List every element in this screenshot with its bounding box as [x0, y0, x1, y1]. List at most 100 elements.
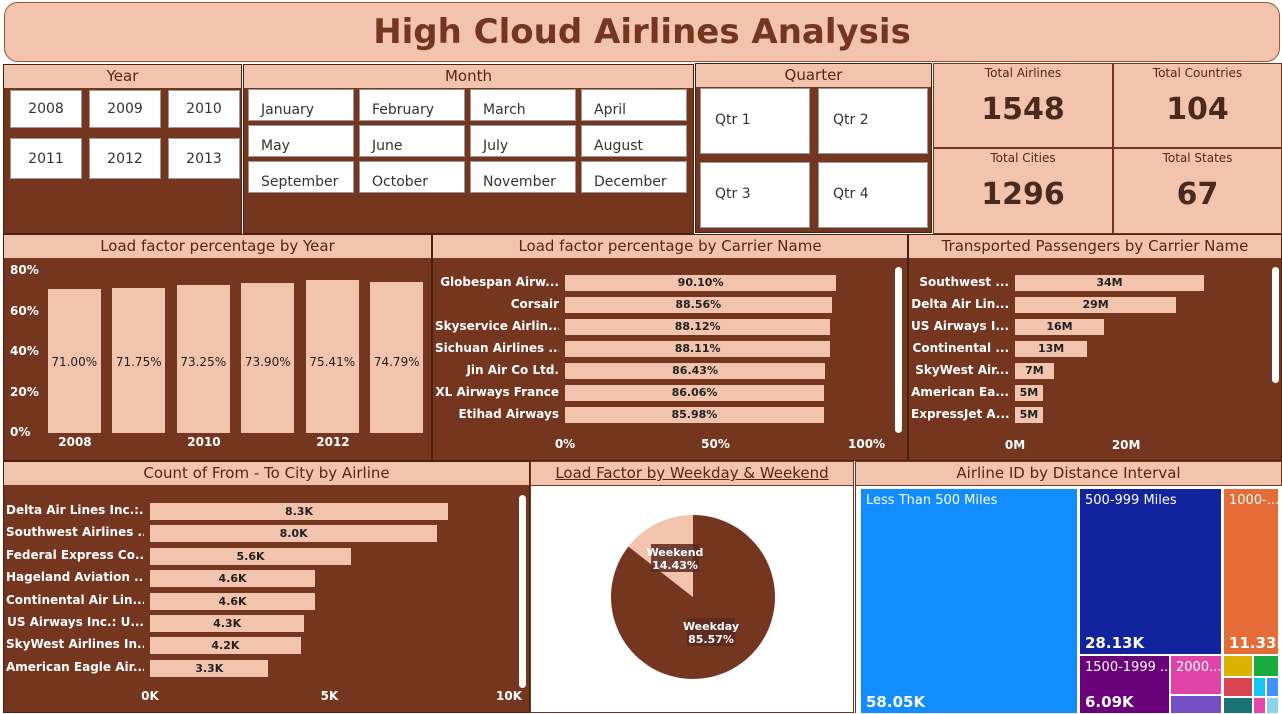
- treemap-cell-small[interactable]: [1223, 677, 1253, 697]
- y-axis-tick-label: 0%: [10, 425, 31, 439]
- year-bar[interactable]: [305, 280, 359, 433]
- treemap-area: Less Than 500 Miles 58.05K 500-999 Miles…: [856, 486, 1282, 714]
- month-option-september[interactable]: September: [248, 161, 354, 193]
- treemap-cell-small[interactable]: [1223, 655, 1253, 677]
- year-bar[interactable]: [370, 281, 424, 433]
- quarter-option-3[interactable]: Qtr 3: [700, 162, 810, 228]
- bar[interactable]: 5M: [1015, 407, 1043, 423]
- bar[interactable]: 4.3K: [150, 615, 305, 632]
- category-label: Etihad Airways: [458, 407, 559, 421]
- month-option-march[interactable]: March: [470, 89, 576, 121]
- month-option-june[interactable]: June: [359, 125, 465, 157]
- chart-scrollbar[interactable]: [895, 267, 902, 433]
- month-option-january[interactable]: January: [248, 89, 354, 121]
- bar[interactable]: 88.56%: [565, 297, 832, 313]
- bar[interactable]: 4.2K: [150, 637, 301, 655]
- quarter-option-2[interactable]: Qtr 2: [818, 88, 928, 154]
- treemap-cell-small[interactable]: [1253, 697, 1266, 714]
- bar[interactable]: 85.98%: [565, 407, 824, 423]
- bar-data-label: 74.79%: [373, 355, 420, 370]
- kpi-label: Total States: [1162, 151, 1233, 165]
- bar[interactable]: 90.10%: [565, 275, 837, 291]
- month-option-may[interactable]: May: [248, 125, 354, 157]
- bar[interactable]: 34M: [1015, 275, 1204, 291]
- year-bar[interactable]: [47, 289, 101, 433]
- treemap-cell-small[interactable]: [1266, 697, 1279, 714]
- treemap-cell-1000[interactable]: 1000-... 11.33K: [1223, 488, 1279, 655]
- kpi-value: 1548: [981, 92, 1065, 127]
- bar[interactable]: 4.6K: [150, 592, 316, 610]
- bar[interactable]: 8.3K: [150, 503, 448, 520]
- route-count-by-airline-chart[interactable]: Count of From - To City by Airline Delta…: [3, 461, 530, 713]
- treemap-cell-small[interactable]: [1253, 655, 1279, 677]
- passengers-by-carrier-chart[interactable]: Transported Passengers by Carrier Name S…: [908, 234, 1282, 461]
- category-label: XL Airways France: [435, 385, 559, 399]
- x-axis-tick-label: 20M: [1111, 438, 1141, 452]
- cell-value: 28.13K: [1085, 634, 1145, 652]
- bar[interactable]: 86.06%: [565, 385, 825, 401]
- month-option-december[interactable]: December: [581, 161, 687, 193]
- load-factor-by-carrier-chart[interactable]: Load factor percentage by Carrier Name G…: [432, 234, 908, 461]
- month-option-august[interactable]: August: [581, 125, 687, 157]
- category-label: US Airways Inc.: U...: [7, 615, 144, 629]
- category-label: SkyWest Airlines In...: [6, 637, 144, 652]
- treemap-cell-500-999[interactable]: 500-999 Miles 28.13K: [1079, 488, 1222, 655]
- quarter-option-1[interactable]: Qtr 1: [700, 88, 810, 154]
- category-label: Sichuan Airlines ...: [435, 341, 559, 355]
- month-option-february[interactable]: February: [359, 89, 465, 121]
- chart-scrollbar[interactable]: [1272, 267, 1279, 383]
- bar[interactable]: 29M: [1015, 297, 1177, 313]
- chart-scrollbar[interactable]: [519, 495, 526, 688]
- x-axis-tick-label: 0K: [141, 689, 159, 703]
- chart-title: Load Factor by Weekday & Weekend: [531, 462, 853, 486]
- x-axis-tick-label: 100%: [848, 437, 886, 451]
- quarter-option-4[interactable]: Qtr 4: [818, 162, 928, 228]
- year-option-2010[interactable]: 2010: [168, 90, 240, 128]
- bar[interactable]: 16M: [1015, 319, 1104, 335]
- treemap-cell-small[interactable]: [1223, 697, 1253, 714]
- distance-interval-treemap[interactable]: Airline ID by Distance Interval Less Tha…: [855, 461, 1282, 714]
- kpi-total-airlines: Total Airlines 1548: [933, 63, 1113, 148]
- year-option-2012[interactable]: 2012: [89, 138, 161, 179]
- bar[interactable]: 4.6K: [150, 570, 316, 588]
- month-option-october[interactable]: October: [359, 161, 465, 193]
- month-option-april[interactable]: April: [581, 89, 687, 121]
- bar[interactable]: 3.3K: [150, 659, 269, 677]
- bar[interactable]: 5M: [1015, 385, 1043, 401]
- x-axis-tick-label: 5K: [320, 689, 339, 703]
- bar[interactable]: 88.11%: [565, 341, 831, 357]
- category-label: American Eagle Air...: [6, 659, 144, 674]
- cell-label: 500-999 Miles: [1085, 493, 1177, 508]
- bar[interactable]: 8.0K: [150, 525, 438, 543]
- year-option-2011[interactable]: 2011: [10, 138, 82, 179]
- load-factor-by-year-chart[interactable]: Load factor percentage by Year 80% 60% 40%…: [3, 234, 432, 461]
- treemap-cell-small[interactable]: [1170, 695, 1222, 714]
- cell-label: 1500-1999 ...: [1085, 660, 1170, 675]
- year-option-2013[interactable]: 2013: [168, 138, 240, 179]
- chart-title: Load factor percentage by Year: [4, 235, 431, 259]
- treemap-cell-1500-1999[interactable]: 1500-1999 ... 6.09K: [1079, 655, 1170, 714]
- bar[interactable]: 88.12%: [565, 319, 831, 335]
- treemap-cell-small[interactable]: [1266, 677, 1279, 697]
- weekday-weekend-pie-chart[interactable]: Load Factor by Weekday & Weekend Weekday…: [530, 461, 854, 713]
- year-bar[interactable]: [241, 283, 295, 433]
- bar[interactable]: 13M: [1015, 341, 1088, 357]
- treemap-cell-less-than-500[interactable]: Less Than 500 Miles 58.05K: [860, 488, 1078, 714]
- category-label: Hageland Aviation ...: [6, 570, 144, 585]
- category-label: Skyservice Airlin...: [435, 319, 559, 333]
- treemap-cell-small[interactable]: [1253, 677, 1266, 697]
- year-option-2008[interactable]: 2008: [10, 90, 82, 128]
- month-option-november[interactable]: November: [470, 161, 576, 193]
- year-bar[interactable]: [112, 287, 166, 433]
- cell-label: Less Than 500 Miles: [866, 493, 998, 508]
- treemap-cell-2000[interactable]: 2000...: [1170, 655, 1222, 695]
- bar[interactable]: 5.6K: [150, 547, 352, 565]
- month-option-july[interactable]: July: [470, 125, 576, 157]
- bar[interactable]: 7M: [1015, 363, 1054, 379]
- year-option-2009[interactable]: 2009: [89, 90, 161, 128]
- year-slicer: Year 2008 2009 2010 2011 2012 2013: [3, 64, 242, 234]
- year-bar[interactable]: [176, 284, 230, 433]
- bar[interactable]: 86.43%: [565, 363, 826, 379]
- kpi-value: 67: [1176, 177, 1219, 212]
